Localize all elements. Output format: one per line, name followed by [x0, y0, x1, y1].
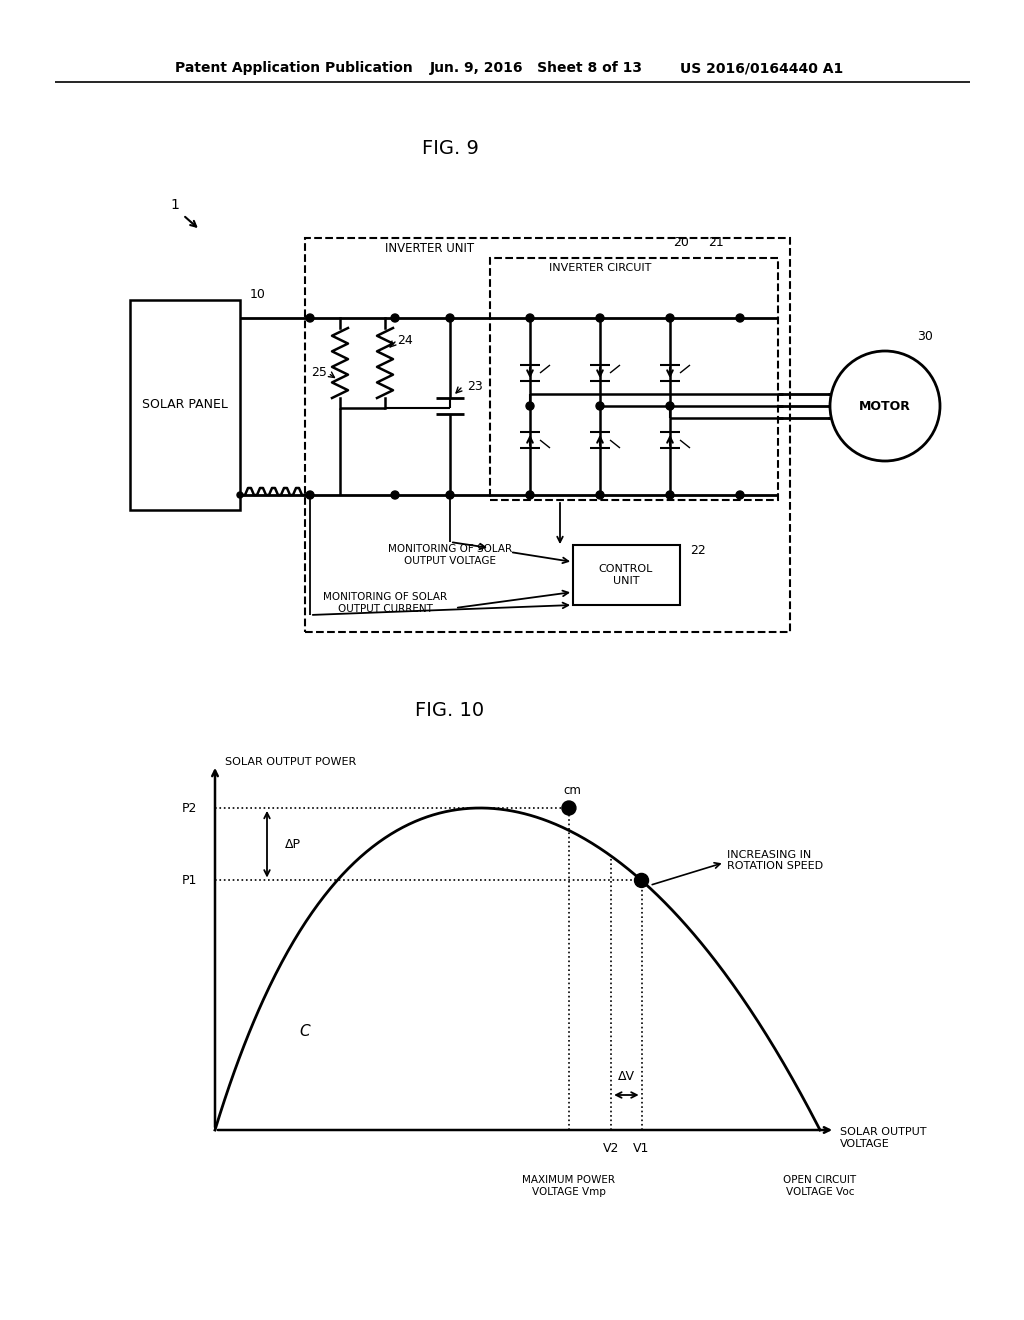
Text: P2: P2	[181, 801, 197, 814]
Text: SOLAR OUTPUT
VOLTAGE: SOLAR OUTPUT VOLTAGE	[840, 1127, 927, 1148]
Circle shape	[306, 314, 314, 322]
Text: US 2016/0164440 A1: US 2016/0164440 A1	[680, 61, 843, 75]
Text: CONTROL
UNIT: CONTROL UNIT	[599, 564, 653, 586]
Text: 23: 23	[467, 380, 482, 392]
Text: ΔV: ΔV	[617, 1071, 635, 1084]
Circle shape	[526, 403, 534, 411]
Bar	[490, 257, 778, 500]
Circle shape	[562, 801, 575, 814]
Circle shape	[446, 314, 454, 322]
Circle shape	[736, 491, 744, 499]
Circle shape	[736, 314, 744, 322]
Text: 24: 24	[397, 334, 413, 346]
Circle shape	[446, 491, 454, 499]
Text: C: C	[300, 1024, 310, 1040]
Text: 30: 30	[918, 330, 933, 342]
Text: 25: 25	[311, 367, 327, 380]
Text: MONITORING OF SOLAR
OUTPUT CURRENT: MONITORING OF SOLAR OUTPUT CURRENT	[323, 593, 447, 614]
Text: FIG. 9: FIG. 9	[422, 139, 478, 157]
Text: 21: 21	[708, 235, 724, 248]
Text: OPEN CIRCUIT
VOLTAGE Voc: OPEN CIRCUIT VOLTAGE Voc	[783, 1175, 856, 1197]
Circle shape	[391, 491, 399, 499]
Text: INVERTER UNIT: INVERTER UNIT	[385, 242, 474, 255]
Text: cm: cm	[563, 784, 581, 796]
Text: ΔP: ΔP	[285, 837, 301, 850]
Circle shape	[306, 491, 314, 499]
Text: FIG. 10: FIG. 10	[416, 701, 484, 719]
Bar	[305, 238, 790, 632]
Text: MAXIMUM POWER
VOLTAGE Vmp: MAXIMUM POWER VOLTAGE Vmp	[522, 1175, 615, 1197]
Circle shape	[666, 314, 674, 322]
Text: 10: 10	[250, 289, 266, 301]
Circle shape	[830, 351, 940, 461]
Text: Jun. 9, 2016   Sheet 8 of 13: Jun. 9, 2016 Sheet 8 of 13	[430, 61, 643, 75]
Circle shape	[596, 491, 604, 499]
Text: 22: 22	[690, 544, 706, 557]
Circle shape	[526, 314, 534, 322]
Text: 20: 20	[673, 235, 689, 248]
Circle shape	[526, 491, 534, 499]
Text: MONITORING OF SOLAR
OUTPUT VOLTAGE: MONITORING OF SOLAR OUTPUT VOLTAGE	[388, 544, 512, 566]
Text: INCREASING IN
ROTATION SPEED: INCREASING IN ROTATION SPEED	[726, 850, 822, 871]
Text: 1: 1	[171, 198, 179, 213]
Text: MOTOR: MOTOR	[859, 400, 911, 412]
Text: P1: P1	[181, 874, 197, 887]
Circle shape	[237, 492, 243, 498]
Text: SOLAR OUTPUT POWER: SOLAR OUTPUT POWER	[225, 756, 356, 767]
Circle shape	[666, 491, 674, 499]
Circle shape	[596, 403, 604, 411]
Text: V1: V1	[633, 1142, 649, 1155]
Text: Patent Application Publication: Patent Application Publication	[175, 61, 413, 75]
Bar	[573, 545, 680, 605]
Circle shape	[635, 874, 648, 887]
Text: SOLAR PANEL: SOLAR PANEL	[142, 399, 228, 412]
Circle shape	[391, 314, 399, 322]
Text: V2: V2	[603, 1142, 620, 1155]
Circle shape	[596, 314, 604, 322]
Text: INVERTER CIRCUIT: INVERTER CIRCUIT	[549, 263, 651, 273]
Circle shape	[666, 403, 674, 411]
Bar	[130, 300, 240, 510]
